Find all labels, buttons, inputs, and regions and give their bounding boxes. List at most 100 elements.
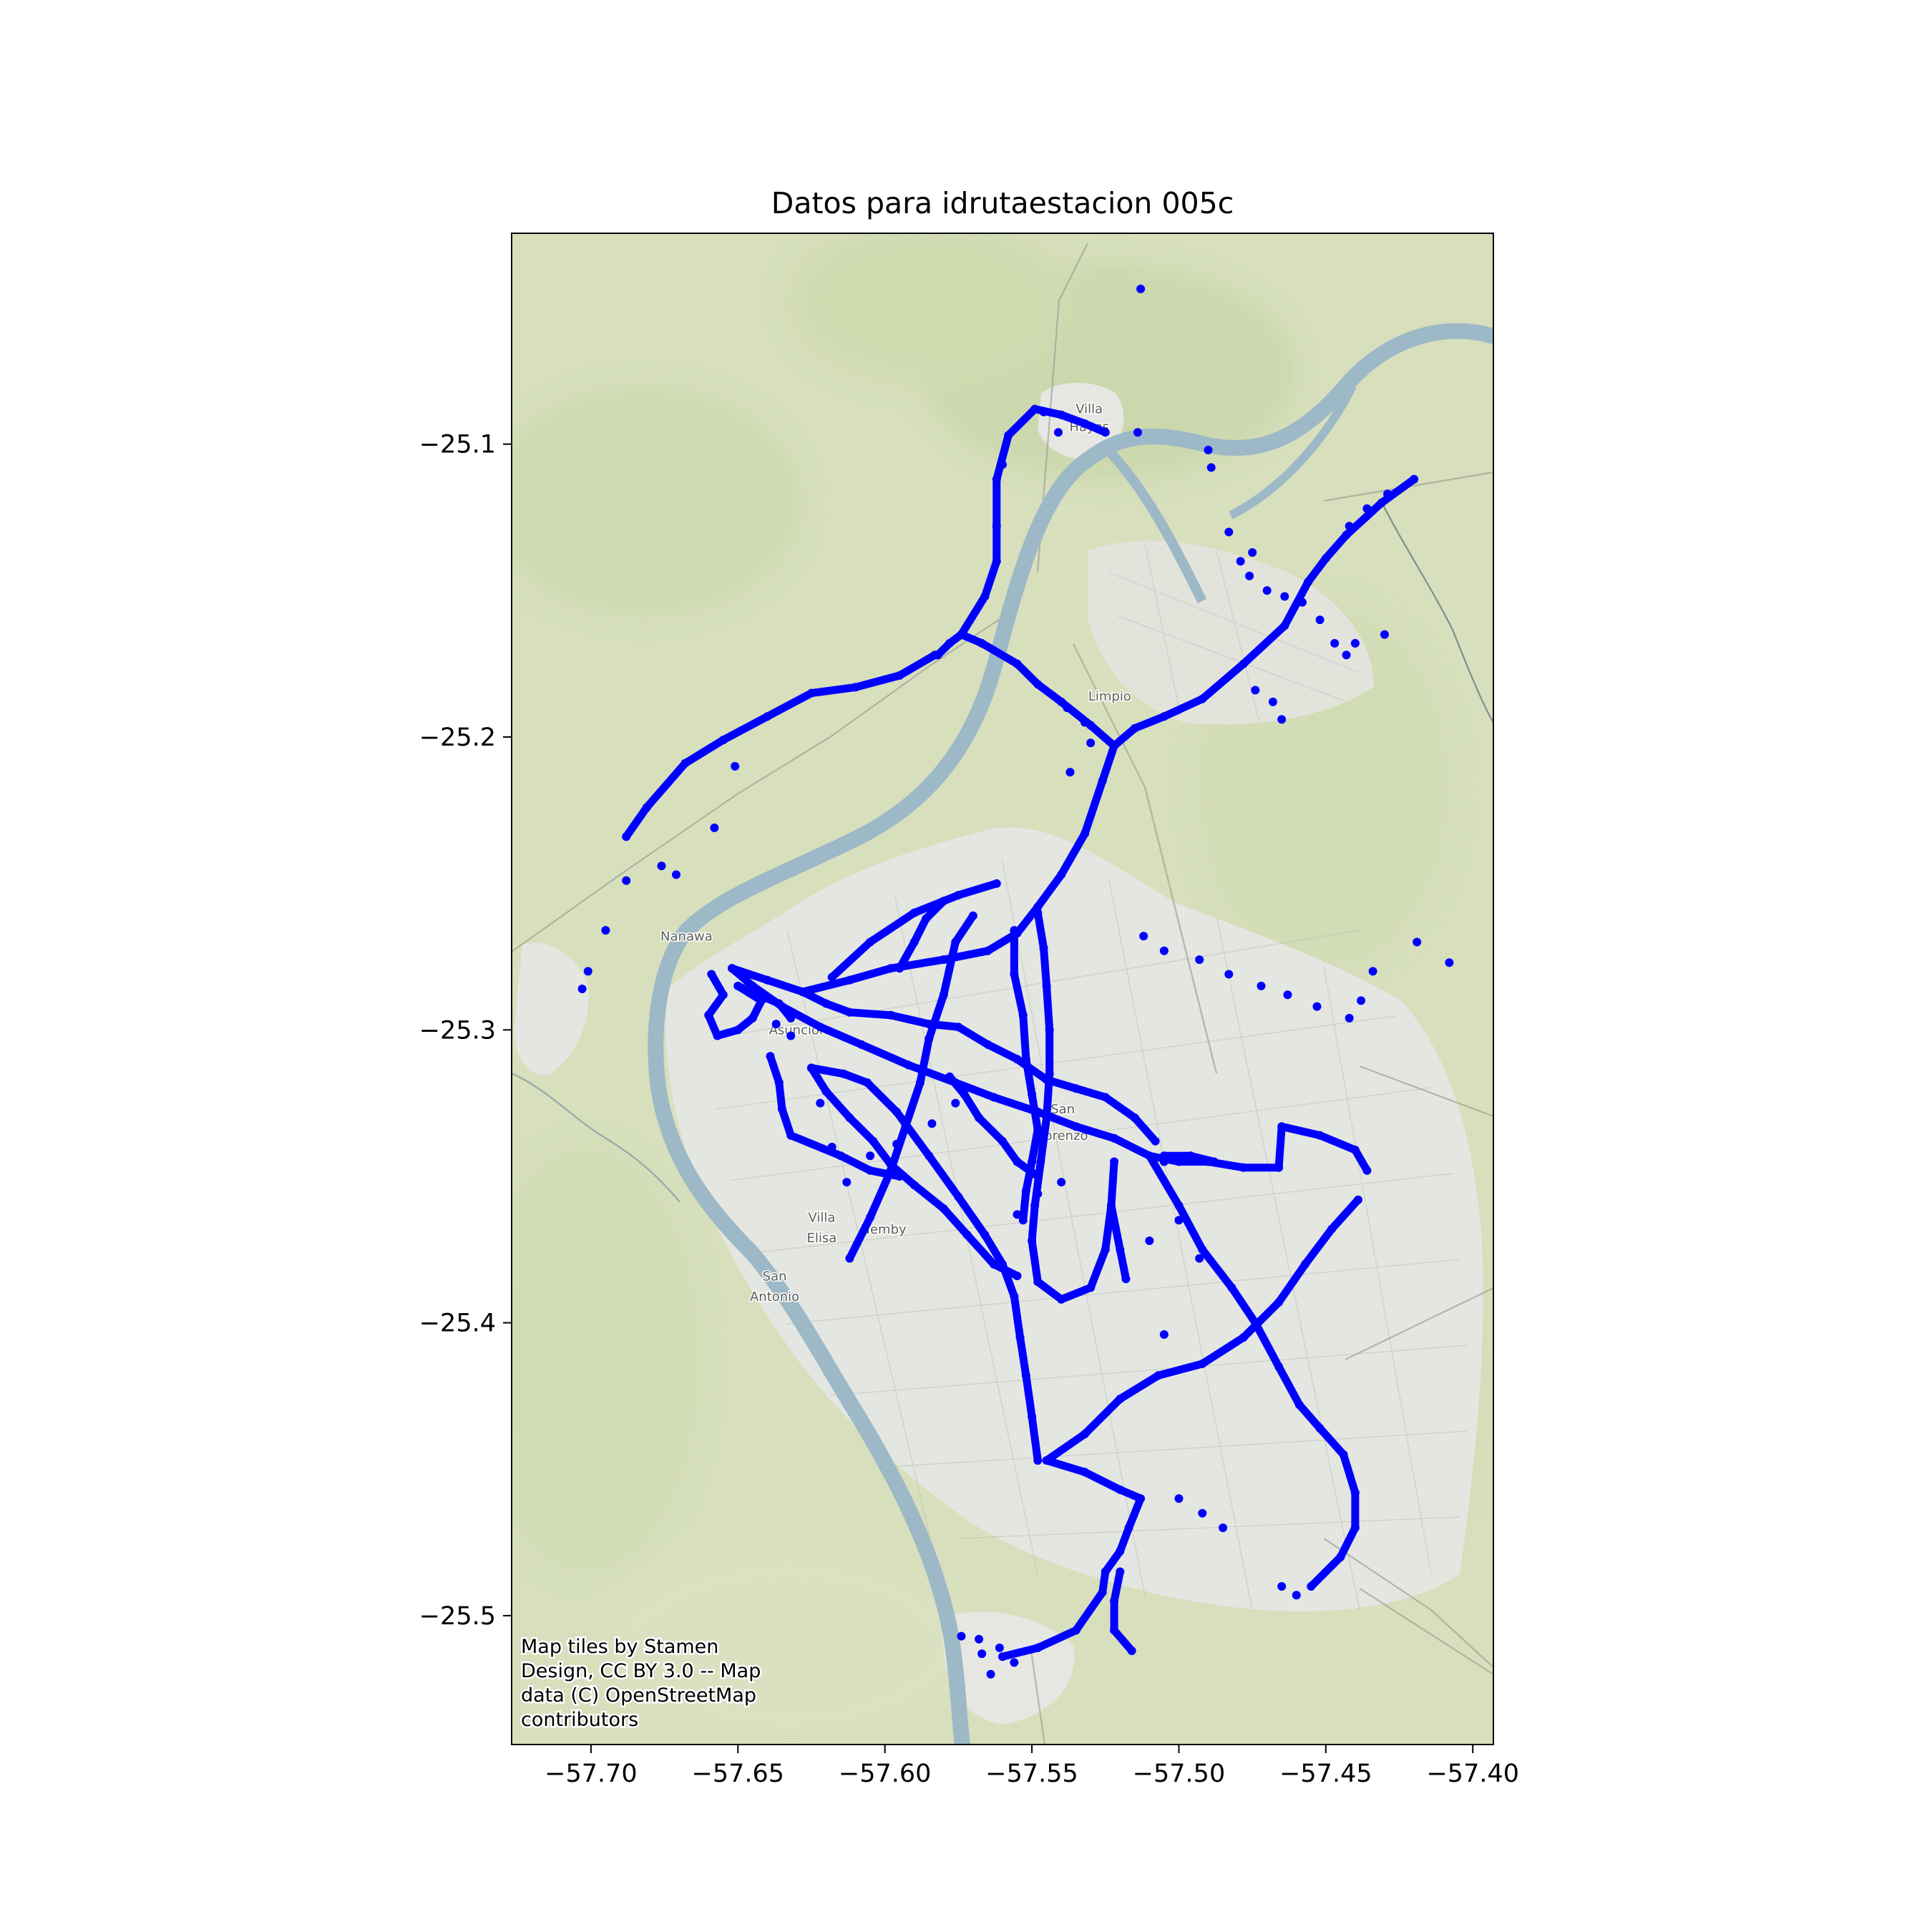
data-point [1086,1283,1096,1292]
data-point [1071,1626,1080,1635]
data-point [1116,1485,1125,1494]
data-point [1057,697,1066,706]
data-point [757,996,766,1005]
data-point [1110,1157,1119,1166]
data-point [1065,768,1075,777]
data-point [1198,694,1207,703]
data-point [1028,1236,1037,1245]
data-point [827,972,836,982]
data-marks [577,284,1454,1679]
data-point [1195,1254,1204,1263]
data-point [1042,1456,1051,1465]
data-point [710,823,719,832]
basemap-tiles [512,233,1493,1745]
data-point [1054,428,1063,437]
place-label: Villa [1075,402,1103,417]
data-point [1013,1157,1022,1166]
data-point [895,964,904,973]
place-label: Elisa [807,1231,837,1246]
data-point [1342,530,1351,540]
data-point [1268,697,1277,706]
river-paraguay [648,323,1493,1745]
data-point [842,1178,852,1187]
data-point [771,1020,781,1029]
x-axis: −57.70 −57.65 −57.60 −57.55 −57.50 −57.45 −57.… [545,1745,1519,1788]
data-point [1277,715,1287,724]
data-point [1028,1090,1037,1099]
data-point [1251,686,1260,695]
data-point [1227,1283,1236,1292]
data-point [839,1069,849,1078]
attribution: Map tiles by Stamen Design, CC BY 3.0 --… [519,1634,763,1733]
data-point [998,1136,1007,1146]
data-point [1145,1236,1154,1245]
y-tick-label: −25.5 [419,1602,496,1631]
data-point [1010,1292,1019,1301]
data-point [1312,1002,1322,1011]
data-point [1080,1468,1089,1477]
data-point [1004,431,1013,440]
attribution-line-3: data (C) OpenStreetMap [521,1684,756,1707]
data-point [1127,1646,1136,1655]
data-point [954,1023,963,1032]
data-point [1262,586,1272,595]
data-point [930,650,940,660]
data-point [904,1060,913,1070]
data-point [1224,527,1234,537]
data-point [1350,1488,1360,1497]
data-point [1362,1166,1372,1175]
data-point [983,1040,992,1049]
data-point [975,1113,984,1123]
data-point [704,1010,713,1020]
y-tick-label: −25.2 [419,723,496,752]
data-point [1042,1113,1051,1123]
data-point [951,937,960,947]
route-trace [895,897,948,972]
x-tick-label: −57.60 [839,1760,932,1788]
data-point [713,1031,722,1040]
data-point [1139,932,1148,941]
data-point [939,955,948,965]
data-point [1145,1151,1154,1161]
data-point [836,1151,846,1161]
data-point [866,937,875,947]
data-point [1350,1146,1360,1155]
data-point [583,967,592,976]
data-point [1042,981,1051,990]
route-trace [704,970,795,1040]
data-point [845,1254,854,1263]
data-point [1153,1371,1163,1380]
data-point [1357,996,1366,1005]
data-point [1101,1245,1110,1254]
x-tick-label: −57.40 [1426,1760,1519,1788]
data-point [1294,1400,1304,1410]
attribution-line-2: Design, CC BY 3.0 -- Map [521,1660,761,1682]
data-point [869,1136,878,1146]
data-point [718,736,728,745]
data-point [922,914,931,923]
data-point [989,1093,998,1102]
data-point [1219,1523,1228,1533]
data-point [1350,1523,1360,1533]
data-point [1321,554,1330,563]
data-point [1018,1010,1028,1020]
data-point [1224,970,1234,979]
data-point [957,1631,966,1641]
data-point [1345,1013,1354,1023]
data-point [1116,1245,1125,1254]
data-point [1121,1274,1131,1284]
data-point [1013,1272,1022,1281]
data-point [786,1031,796,1040]
data-point [622,832,631,841]
x-tick-label: −57.55 [985,1760,1078,1788]
data-point [863,1078,872,1087]
data-point [1274,1163,1284,1172]
data-point [1039,943,1048,952]
data-point [1021,1371,1030,1380]
data-point [1274,1298,1284,1307]
data-point [774,1078,784,1087]
data-point [992,879,1001,888]
x-tick-label: −57.65 [692,1760,785,1788]
data-point [939,1204,948,1213]
